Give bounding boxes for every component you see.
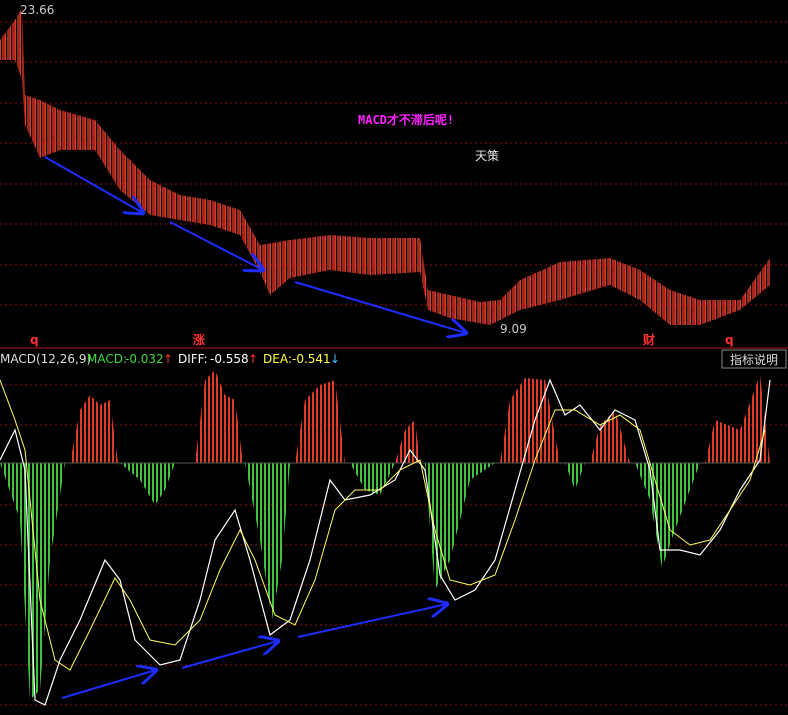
- dea-line: [0, 379, 766, 671]
- marker: 财: [642, 332, 655, 347]
- macd-value: -0.032: [125, 352, 164, 366]
- macd-arrow: ↑: [163, 352, 173, 366]
- candles: [0, 8, 770, 325]
- marker: 涨: [193, 332, 205, 347]
- help-button[interactable]: 指标说明: [721, 349, 787, 369]
- indicator-status: MACD(12,26,9) MACD: -0.032 ↑ DIFF: -0.55…: [0, 352, 340, 366]
- dea-label: DEA:: [263, 352, 292, 366]
- annotation-title: MACD才不滞后呢!: [358, 112, 454, 127]
- low-label: 9.09: [500, 322, 527, 336]
- trend-arrows: [44, 156, 466, 699]
- high-label: 23.66: [20, 3, 54, 17]
- diff-value: -0.558: [210, 352, 249, 366]
- dea-arrow: ↓: [330, 352, 340, 366]
- marker: q: [725, 333, 734, 347]
- annotation-author: 天策: [475, 149, 499, 163]
- event-markers: q 涨 财 q: [30, 332, 734, 347]
- diff-arrow: ↑: [248, 352, 258, 366]
- diff-line: [0, 378, 771, 706]
- indicator-name: MACD(12,26,9): [0, 352, 91, 366]
- marker: q: [30, 333, 39, 347]
- macd-histogram: [0, 370, 770, 700]
- help-button-label[interactable]: 指标说明: [730, 352, 778, 367]
- macd-label: MACD:: [87, 352, 127, 366]
- diff-label: DIFF:: [178, 352, 208, 366]
- dea-value: -0.541: [292, 352, 331, 366]
